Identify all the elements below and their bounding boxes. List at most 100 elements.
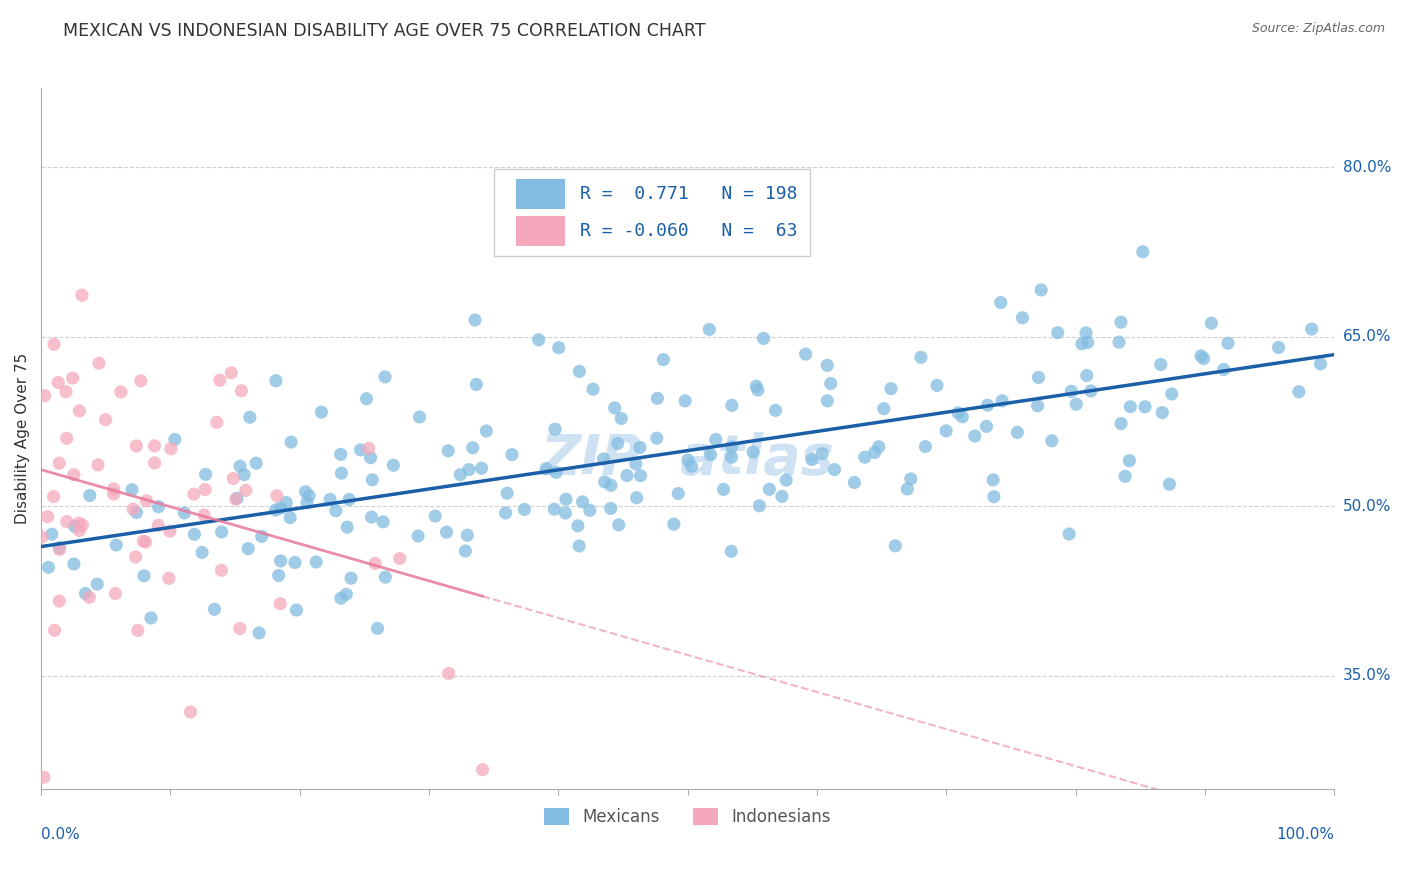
Point <box>1160 387 1182 401</box>
Point <box>464 313 486 327</box>
Point <box>211 563 233 577</box>
Point <box>815 359 838 373</box>
Point <box>121 483 143 497</box>
Point <box>900 472 922 486</box>
Point <box>278 510 301 524</box>
Point <box>135 535 157 549</box>
Point <box>311 405 333 419</box>
Point <box>360 510 382 524</box>
Point <box>593 475 616 489</box>
Point <box>884 539 907 553</box>
Point <box>270 501 292 516</box>
Point <box>163 433 186 447</box>
Point <box>568 539 591 553</box>
Point <box>329 591 352 606</box>
Point <box>592 451 614 466</box>
Point <box>747 383 769 397</box>
Point <box>935 424 957 438</box>
Point <box>868 440 890 454</box>
Point <box>208 373 231 387</box>
Point <box>914 440 936 454</box>
Text: 35.0%: 35.0% <box>1343 668 1391 683</box>
Point <box>1074 326 1097 340</box>
Point <box>437 666 460 681</box>
Point <box>229 622 252 636</box>
Point <box>748 499 770 513</box>
Point <box>610 411 633 425</box>
Point <box>1119 400 1142 414</box>
Text: ZIP  atlas: ZIP atlas <box>541 433 835 486</box>
Point <box>600 478 623 492</box>
Point <box>1046 326 1069 340</box>
Point <box>63 519 86 533</box>
Point <box>647 392 669 406</box>
Point <box>1152 406 1174 420</box>
Point <box>371 515 394 529</box>
Point <box>264 374 287 388</box>
Point <box>1076 368 1098 383</box>
Point <box>475 424 498 438</box>
Point <box>233 467 256 482</box>
Point <box>775 473 797 487</box>
Point <box>226 491 249 506</box>
Point <box>800 452 823 467</box>
Point <box>603 401 626 415</box>
Point <box>374 570 396 584</box>
Point <box>205 415 228 429</box>
Point <box>235 483 257 498</box>
Point <box>742 445 765 459</box>
Point <box>55 384 77 399</box>
Point <box>245 456 267 470</box>
Point <box>720 440 742 454</box>
Point <box>1159 477 1181 491</box>
Point <box>349 442 371 457</box>
Point <box>1267 341 1289 355</box>
Point <box>1118 454 1140 468</box>
Point <box>276 495 298 509</box>
Point <box>132 534 155 549</box>
Point <box>280 435 302 450</box>
Point <box>408 409 430 424</box>
Point <box>148 500 170 514</box>
Point <box>880 382 903 396</box>
Point <box>1309 357 1331 371</box>
Point <box>457 462 479 476</box>
Point <box>79 591 101 605</box>
Point <box>628 441 651 455</box>
Text: MEXICAN VS INDONESIAN DISABILITY AGE OVER 75 CORRELATION CHART: MEXICAN VS INDONESIAN DISABILITY AGE OVE… <box>63 22 706 40</box>
Point <box>356 392 378 406</box>
Point <box>180 705 202 719</box>
Point <box>110 384 132 399</box>
Legend: Mexicans, Indonesians: Mexicans, Indonesians <box>537 801 838 833</box>
Point <box>125 506 148 520</box>
Point <box>1040 434 1063 448</box>
Point <box>465 377 488 392</box>
Point <box>983 490 1005 504</box>
Point <box>1007 425 1029 440</box>
Point <box>1109 417 1132 431</box>
Point <box>1057 527 1080 541</box>
Point <box>770 489 793 503</box>
Point <box>183 527 205 541</box>
Point <box>1064 397 1087 411</box>
Point <box>193 508 215 522</box>
Point <box>699 448 721 462</box>
Point <box>194 467 217 482</box>
Point <box>44 624 66 638</box>
Text: Source: ZipAtlas.com: Source: ZipAtlas.com <box>1251 22 1385 36</box>
Point <box>75 586 97 600</box>
Point <box>910 351 932 365</box>
Point <box>295 496 318 510</box>
Point <box>425 509 447 524</box>
Point <box>48 542 70 557</box>
Point <box>127 624 149 638</box>
Point <box>1150 358 1173 372</box>
Point <box>745 379 768 393</box>
Point <box>222 471 245 485</box>
Point <box>543 502 565 516</box>
Point <box>645 431 668 445</box>
Point <box>37 560 59 574</box>
Point <box>37 509 59 524</box>
Point <box>204 602 226 616</box>
Point <box>103 487 125 501</box>
